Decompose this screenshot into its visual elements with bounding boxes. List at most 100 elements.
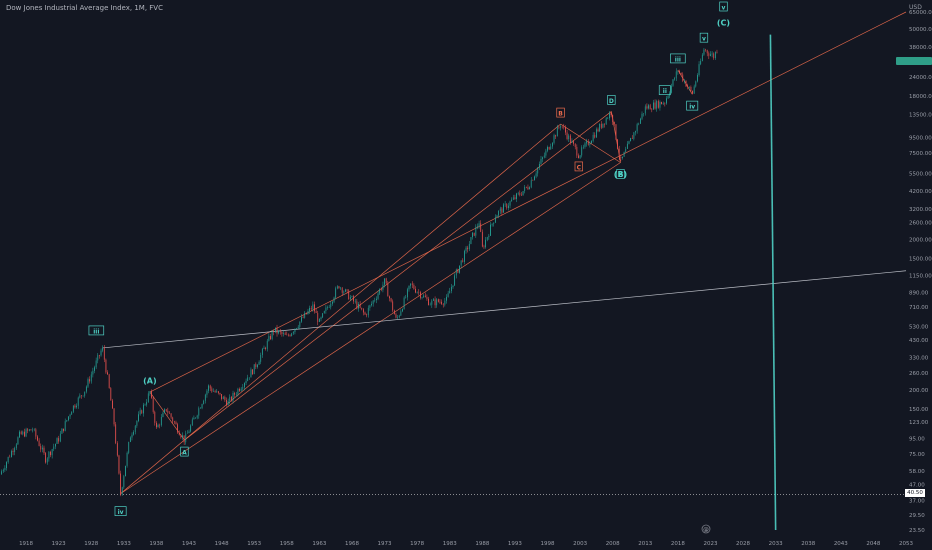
wave-label-box [607, 95, 616, 105]
horizontal-line-price-badge[interactable]: 40.50 [905, 489, 925, 497]
candle-body [508, 205, 509, 209]
candle-body [369, 305, 371, 308]
candle-body [164, 409, 165, 413]
candle-body [524, 186, 526, 191]
candle-body [245, 380, 247, 384]
candle-body [6, 462, 7, 469]
candle-body [516, 193, 517, 199]
trend-line [149, 391, 185, 441]
candle-body [610, 112, 612, 115]
candle-body [555, 135, 557, 137]
candle-body [107, 372, 108, 375]
candle-body [123, 476, 125, 488]
candle-body [92, 370, 94, 375]
candle-body [545, 150, 547, 156]
x-tick-label: 1958 [280, 541, 294, 547]
x-tick-label: 1973 [378, 541, 392, 547]
candle-body [553, 135, 555, 143]
candle-body [467, 247, 469, 250]
candle-body [571, 141, 573, 143]
last-price-badge[interactable] [896, 57, 932, 65]
candle-body [112, 400, 113, 409]
wave-label-box [616, 169, 625, 179]
candle-body [703, 49, 705, 55]
candle-body [468, 244, 470, 250]
candle-body [400, 311, 402, 316]
candle-body [576, 146, 578, 156]
candle-body [333, 297, 335, 302]
candle-body [385, 278, 387, 284]
candle-body [551, 142, 553, 147]
candle-body [613, 122, 615, 125]
wave-label-box [574, 161, 583, 172]
candle-body [98, 355, 100, 356]
candle-body [566, 132, 568, 140]
candle-body [550, 146, 552, 150]
candle-body [125, 465, 126, 477]
candle-body [675, 71, 677, 79]
candle-body [679, 70, 680, 73]
candle-body [454, 275, 456, 286]
candle-body [700, 60, 702, 65]
candle-body [19, 431, 20, 438]
event-icon[interactable]: @ [701, 524, 711, 534]
candle-body [413, 284, 415, 290]
x-tick-label: 1933 [117, 541, 131, 547]
candle-body [55, 443, 56, 447]
x-tick-label: 1988 [475, 541, 489, 547]
candle-body [94, 367, 95, 371]
candle-body [322, 313, 324, 318]
candle-body [714, 51, 716, 59]
candle-body [250, 369, 252, 378]
candle-body [141, 410, 143, 414]
candle-body [418, 292, 420, 293]
candle-body [296, 328, 297, 329]
candle-body [618, 148, 620, 157]
candle-body [201, 404, 203, 409]
candle-body [271, 331, 273, 340]
x-tick-label: 1968 [345, 541, 359, 547]
candle-body [428, 298, 429, 306]
candle-body [103, 347, 105, 360]
candle-body [346, 289, 348, 291]
wave-label-box [114, 506, 127, 516]
wave-label: D [609, 98, 614, 105]
candle-body [403, 297, 405, 310]
candle-body [586, 141, 588, 144]
price-axis[interactable]: 65000.00 50000.00 38000.00 24000.00 18000.00… [909, 10, 932, 534]
time-axis[interactable]: 1918 1923 1928 1933 1938 1943 1948 1953 1958 1963… [19, 541, 913, 547]
candle-body [336, 286, 338, 289]
candle-body [609, 112, 610, 119]
candle-body [226, 400, 227, 406]
candle-body [190, 425, 192, 432]
candle-body [560, 126, 561, 128]
candle-body [82, 395, 84, 397]
candle-body [348, 290, 350, 300]
candle-body [657, 100, 659, 108]
candle-body [327, 307, 328, 308]
candle-body [128, 441, 130, 453]
candle-body [509, 201, 511, 206]
candle-body [79, 395, 81, 398]
x-tick-label: 1943 [182, 541, 196, 547]
wave-label-box [658, 85, 671, 95]
candle-body [584, 143, 586, 147]
candle-body [120, 473, 121, 495]
candle-body [393, 310, 395, 315]
candle-body [286, 334, 288, 336]
trend-line [184, 111, 612, 441]
candle-body [496, 215, 498, 218]
candle-body [594, 134, 596, 138]
candle-body [392, 301, 394, 311]
candle-body [345, 289, 346, 292]
candle-body [219, 392, 221, 395]
x-tick-label: 1918 [19, 541, 33, 547]
candle-body [716, 51, 718, 53]
candle-body [43, 447, 45, 454]
candle-body [556, 127, 558, 137]
candle-body [525, 186, 527, 188]
candle-body [666, 98, 667, 104]
candle-body [51, 449, 53, 456]
candle-body [265, 347, 267, 349]
